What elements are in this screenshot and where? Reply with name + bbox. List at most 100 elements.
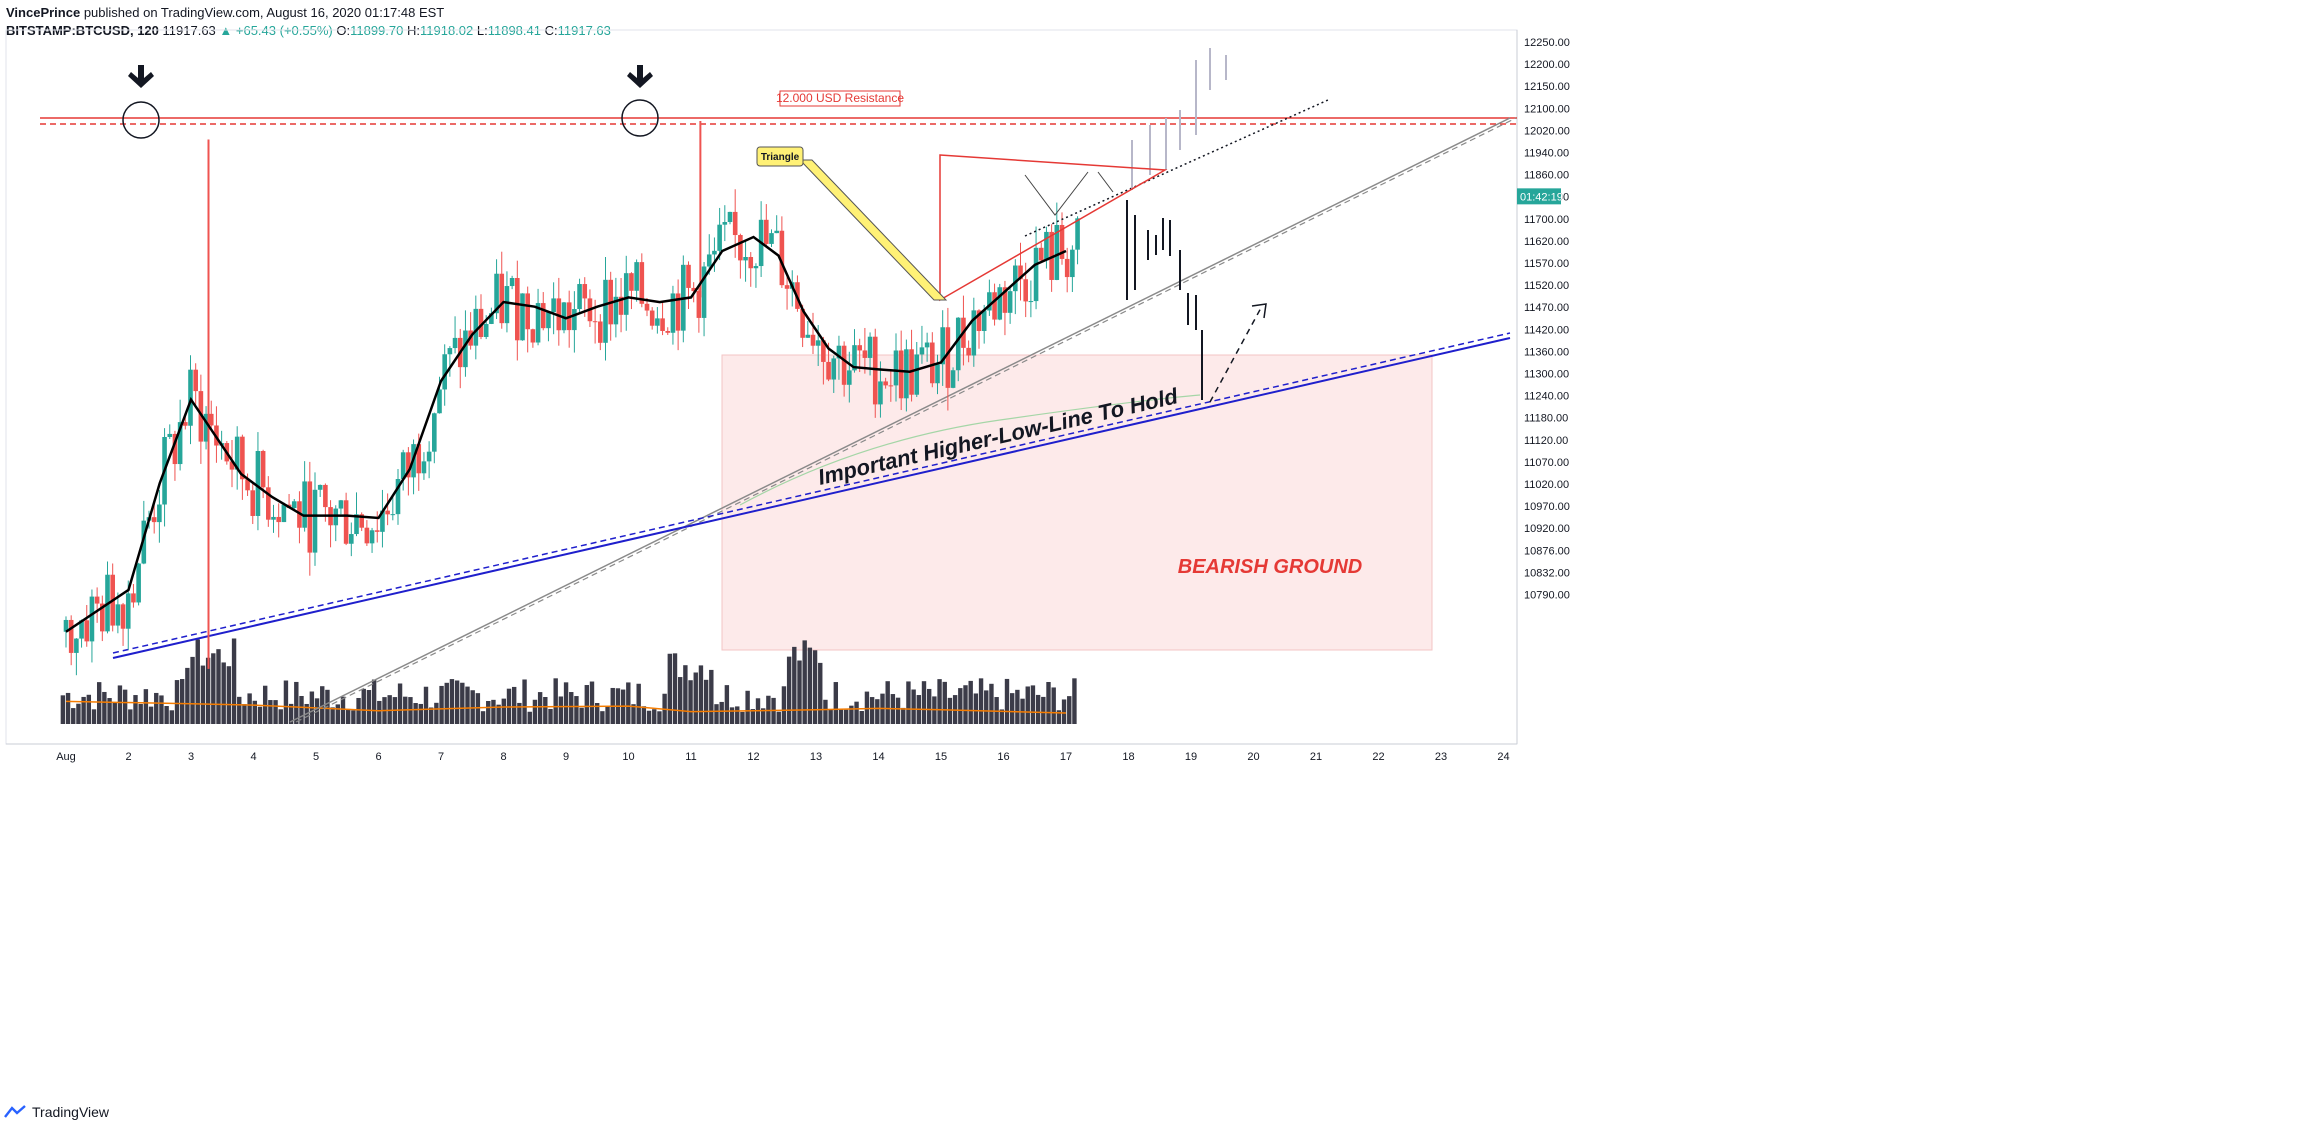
volume-bar bbox=[594, 703, 600, 724]
volume-bar bbox=[999, 709, 1005, 724]
volume-bar bbox=[366, 690, 372, 724]
volume-bar bbox=[345, 708, 351, 724]
volume-bar bbox=[688, 680, 693, 724]
volume-bar bbox=[781, 686, 787, 724]
volume-bar bbox=[480, 711, 486, 724]
volume-bar bbox=[636, 683, 641, 724]
volume-bar bbox=[200, 665, 206, 724]
candle-body bbox=[898, 350, 904, 399]
candle-body bbox=[738, 235, 743, 261]
resistance-label: 12.000 USD Resistance bbox=[776, 91, 904, 105]
candle-body bbox=[629, 273, 634, 291]
volume-bar bbox=[501, 698, 507, 724]
volume-bar bbox=[102, 691, 107, 724]
volume-bar bbox=[335, 704, 341, 724]
candle-body bbox=[805, 334, 811, 338]
triangle-pattern bbox=[939, 154, 1168, 302]
volume-bar bbox=[978, 678, 984, 724]
volume-bar bbox=[527, 711, 532, 724]
volume-bar bbox=[148, 706, 154, 724]
volume-bar bbox=[849, 705, 854, 724]
time-axis-label: 22 bbox=[1372, 751, 1384, 763]
candle-body bbox=[919, 347, 925, 355]
candle-body bbox=[1075, 218, 1080, 250]
candle-body bbox=[623, 273, 629, 315]
candle-body bbox=[349, 534, 354, 544]
price-axis-label: 10876.00 bbox=[1524, 545, 1570, 557]
candle-body bbox=[950, 370, 956, 388]
volume-bar bbox=[169, 710, 175, 724]
volume-bar bbox=[128, 709, 133, 724]
candle-body bbox=[245, 479, 250, 491]
volume-bar bbox=[257, 706, 263, 724]
volume-bar bbox=[143, 689, 149, 724]
volume-bar bbox=[812, 650, 818, 724]
volume-bar bbox=[672, 653, 678, 724]
candle-body bbox=[971, 310, 977, 356]
volume-bar bbox=[574, 696, 579, 724]
volume-bar bbox=[1067, 696, 1072, 724]
volume-bar bbox=[901, 707, 906, 724]
volume-bar bbox=[698, 665, 704, 724]
candle-body bbox=[696, 291, 702, 318]
volume-bar bbox=[397, 683, 403, 724]
candle-body bbox=[489, 313, 494, 324]
candle-body bbox=[115, 604, 121, 626]
candle-body bbox=[753, 266, 759, 269]
resistance-label-box bbox=[779, 90, 901, 107]
moving-average-line bbox=[65, 235, 1067, 633]
volume-bar bbox=[1015, 689, 1020, 724]
candle-body bbox=[478, 308, 484, 337]
candle-body bbox=[84, 620, 90, 642]
candle-body bbox=[369, 530, 375, 544]
candle-body bbox=[1023, 279, 1028, 302]
candle-body bbox=[857, 345, 862, 351]
candle-body bbox=[577, 284, 582, 310]
candle-body bbox=[1028, 301, 1034, 303]
volume-bar bbox=[465, 686, 470, 724]
volume-bar bbox=[719, 701, 724, 724]
volume-bar bbox=[600, 711, 605, 724]
price-axis-label: 11240.00 bbox=[1524, 391, 1569, 403]
author-name[interactable]: VincePrince bbox=[6, 5, 81, 20]
volume-bar bbox=[735, 706, 740, 724]
time-axis-label: 20 bbox=[1247, 751, 1259, 763]
candle-body bbox=[665, 331, 671, 333]
volume-bar bbox=[377, 700, 382, 724]
volume-bar bbox=[683, 665, 688, 724]
price-axis-label: 12200.00 bbox=[1524, 59, 1570, 71]
volume-bar bbox=[351, 710, 356, 724]
candle-body bbox=[940, 327, 945, 365]
candle-body bbox=[862, 350, 868, 358]
time-axis-label: 13 bbox=[810, 751, 822, 763]
volume-bar bbox=[237, 696, 242, 724]
volume-bar bbox=[709, 669, 714, 724]
volume-bar bbox=[71, 708, 76, 724]
volume-bar bbox=[818, 662, 823, 724]
candle-body bbox=[240, 436, 245, 480]
volume-bar bbox=[807, 647, 813, 724]
candle-body bbox=[291, 501, 297, 509]
time-axis-label: 18 bbox=[1122, 751, 1134, 763]
candle-body bbox=[1013, 265, 1018, 292]
last-price-tag bbox=[1517, 188, 1561, 205]
candle-body bbox=[670, 293, 676, 333]
candle-body bbox=[1018, 265, 1023, 280]
price-axis-label: 10920.00 bbox=[1524, 523, 1570, 535]
tradingview-footer[interactable]: TradingView bbox=[4, 1104, 109, 1120]
time-axis-label: 6 bbox=[375, 751, 381, 763]
rejection-circle bbox=[122, 101, 160, 139]
price-axis-label: 10970.00 bbox=[1524, 501, 1570, 513]
price-axis-label: 11180.00 bbox=[1524, 413, 1568, 425]
candle-body bbox=[120, 604, 126, 629]
down-arrow-icon bbox=[627, 65, 653, 88]
candle-body bbox=[535, 303, 541, 343]
candle-body bbox=[872, 336, 878, 405]
candle-body bbox=[904, 349, 909, 399]
published-text: published on TradingView.com, August 16,… bbox=[83, 5, 445, 20]
higher-low-support-line bbox=[112, 337, 1511, 659]
candle-body bbox=[1064, 258, 1070, 278]
candle-body bbox=[540, 303, 546, 329]
candle-body bbox=[100, 603, 105, 632]
